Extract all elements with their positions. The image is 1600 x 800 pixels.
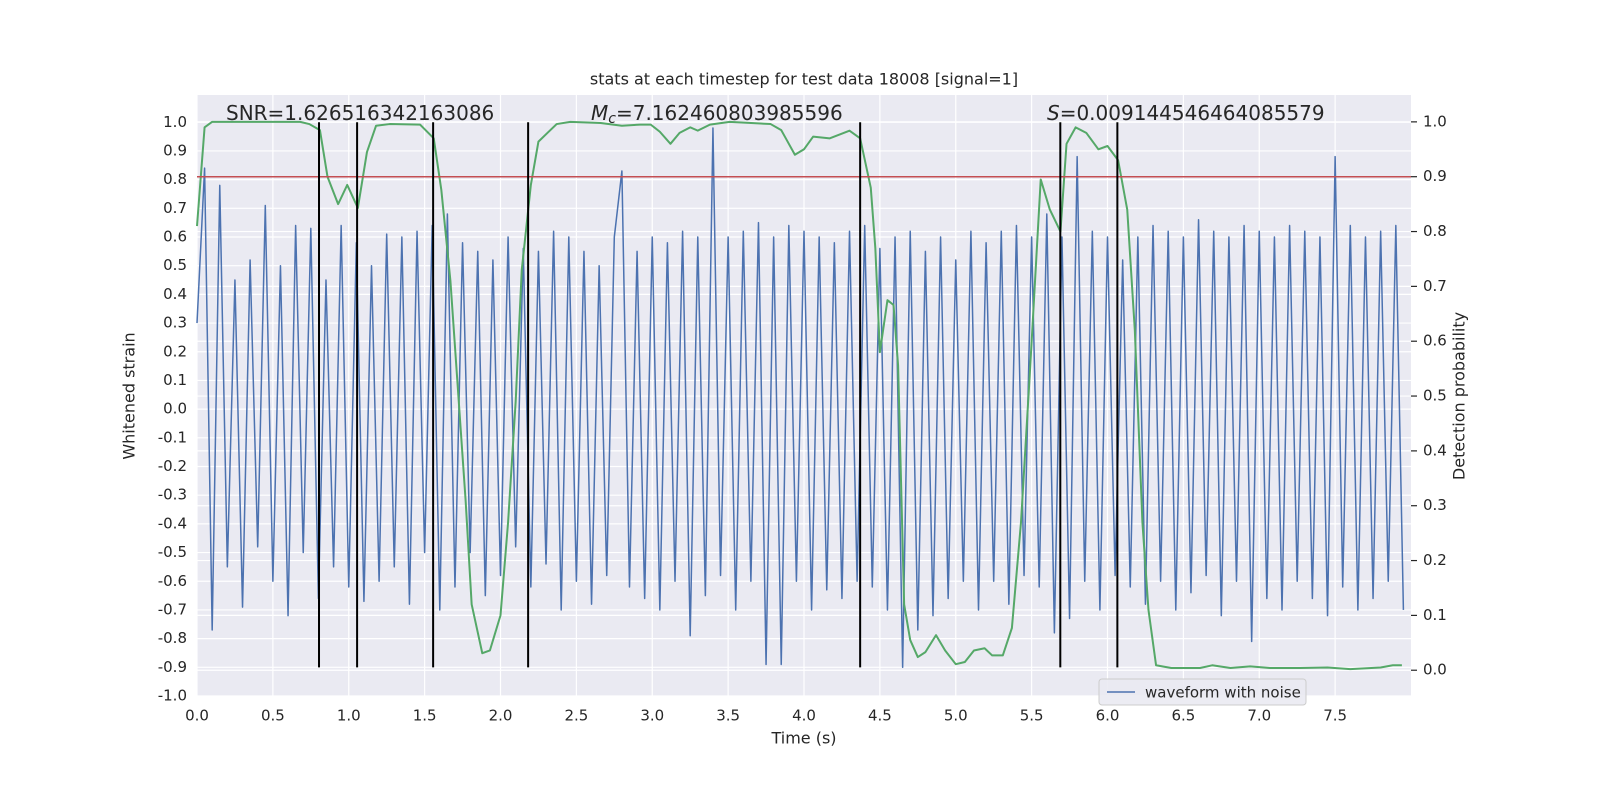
y-tick-label: -0.9 <box>158 658 187 676</box>
y-tick-label: -0.4 <box>158 514 187 532</box>
y2-tick-label: 0.0 <box>1423 661 1447 679</box>
annotation-text: SNR=1.626516342163086 <box>226 101 494 125</box>
x-tick-label: 6.0 <box>1096 707 1120 725</box>
y-tick-label: 0.2 <box>163 342 187 360</box>
y-tick-label: 1.0 <box>163 113 187 131</box>
y-axis-label: Whitened strain <box>120 332 139 459</box>
y2-tick-label: 0.7 <box>1423 277 1447 295</box>
x-tick-label: 4.0 <box>792 707 816 725</box>
x-tick-label: 2.0 <box>489 707 513 725</box>
grid <box>196 95 1411 697</box>
y-tick-label: 0.4 <box>163 285 187 303</box>
y2-tick-label: 0.3 <box>1423 496 1447 514</box>
y-tick-label: -0.6 <box>158 572 187 590</box>
x-tick-label: 5.0 <box>944 707 968 725</box>
legend-box <box>1098 678 1307 706</box>
y-tick-label: -0.2 <box>158 457 187 475</box>
y-tick-label: 0.9 <box>163 141 187 159</box>
chart-title: stats at each timestep for test data 180… <box>590 70 1018 89</box>
y-tick-label: -0.5 <box>158 543 187 561</box>
x-tick-label: 4.5 <box>868 707 892 725</box>
y2-tick-label: 0.1 <box>1423 606 1447 624</box>
y-tick-label: -0.3 <box>158 486 187 504</box>
y-tick-label: 0.6 <box>163 228 187 246</box>
marks <box>196 120 1411 671</box>
y2-tick-label: 0.6 <box>1423 332 1447 350</box>
y2-tick-label: 0.2 <box>1423 551 1447 569</box>
y2-tick-label: 0.8 <box>1423 222 1447 240</box>
x-tick-label: 0.5 <box>261 707 285 725</box>
x-tick-label: 7.0 <box>1247 707 1271 725</box>
y-tick-label: 0.1 <box>163 371 187 389</box>
y-tick-label: -0.1 <box>158 428 187 446</box>
y-tick-label: -1.0 <box>158 687 187 705</box>
x-tick-label: 2.5 <box>564 707 588 725</box>
y2-tick-label: 0.4 <box>1423 441 1447 459</box>
x-tick-label: 5.5 <box>1020 707 1044 725</box>
y-tick-label: 0.5 <box>163 256 187 274</box>
annotation: S=0.009144546464085579 <box>1047 101 1325 125</box>
annotation-symbol: S <box>1047 101 1060 125</box>
waveform-line <box>196 127 1405 669</box>
legend-label: waveform with noise <box>1145 684 1301 702</box>
annotation-text: =0.009144546464085579 <box>1060 101 1325 125</box>
x-tick-label: 7.5 <box>1323 707 1347 725</box>
y-tick-label: 0.0 <box>163 400 187 418</box>
x-tick-label: 3.0 <box>640 707 664 725</box>
y-tick-label: -0.8 <box>158 629 187 647</box>
x-tick-label: 6.5 <box>1171 707 1195 725</box>
y-tick-label: 0.8 <box>163 170 187 188</box>
y-tick-label: 0.3 <box>163 314 187 332</box>
x-axis-label: Time (s) <box>770 729 836 748</box>
y-tick-label: -0.7 <box>158 600 187 618</box>
x-tick-label: 0.0 <box>185 707 209 725</box>
y2-tick-label: 0.9 <box>1423 167 1447 185</box>
annotation-subscript: c <box>608 111 616 127</box>
annotation: Mc=7.162460803985596 <box>591 101 843 128</box>
labels: 0.0 0.5 1.0 1.5 2.0 2.5 3.0 3.5 4.0 4.5 5.0 5.5 6.0 6… <box>158 101 1447 725</box>
y2-tick-label: 1.0 <box>1423 112 1447 130</box>
annotation-symbol: M <box>591 101 608 125</box>
y2-axis-label: Detection probability <box>1450 312 1469 480</box>
x-tick-label: 1.0 <box>337 707 361 725</box>
probability-line <box>196 120 1402 671</box>
annotation-text: =7.162460803985596 <box>616 101 843 125</box>
y2-tick-label: 0.5 <box>1423 387 1447 405</box>
annotation: SNR=1.626516342163086 <box>226 101 494 125</box>
x-tick-label: 3.5 <box>716 707 740 725</box>
y-tick-label: 0.7 <box>163 199 187 217</box>
x-tick-label: 1.5 <box>413 707 437 725</box>
